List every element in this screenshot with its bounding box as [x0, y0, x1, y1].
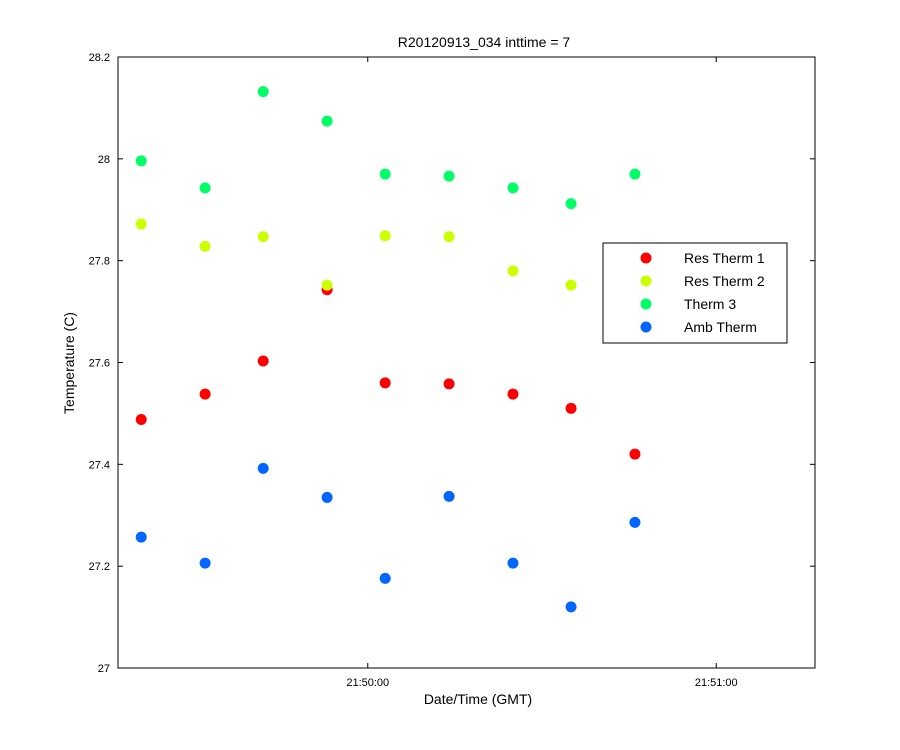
data-point: [199, 182, 211, 194]
data-point: [257, 355, 269, 367]
data-point: [379, 377, 391, 389]
data-point: [135, 218, 147, 230]
data-point: [443, 490, 455, 502]
chart-title: R20120913_034 inttime = 7: [398, 34, 571, 50]
data-point: [443, 170, 455, 182]
legend-marker: [640, 321, 652, 333]
x-axis: 21:50:00 21:51:00: [346, 57, 738, 689]
data-point: [321, 279, 333, 291]
data-point: [199, 240, 211, 252]
data-point: [507, 557, 519, 569]
legend-marker: [640, 298, 652, 310]
data-point: [257, 462, 269, 474]
legend-label: Amb Therm: [684, 319, 757, 335]
data-point: [321, 491, 333, 503]
data-point: [257, 86, 269, 98]
data-points: [135, 86, 641, 613]
data-point: [199, 557, 211, 569]
y-tick-label: 27.6: [89, 358, 110, 370]
data-point: [199, 388, 211, 400]
y-tick-label: 28: [98, 154, 110, 166]
x-tick-label: 21:51:00: [695, 677, 738, 689]
legend-label: Res Therm 1: [684, 250, 765, 266]
legend-marker: [640, 252, 652, 264]
x-axis-label: Date/Time (GMT): [424, 691, 532, 707]
data-point: [321, 115, 333, 127]
data-point: [135, 155, 147, 167]
y-axis: 27 27.2 27.4 27.6 27.8 28 28.2: [89, 52, 815, 675]
y-tick-label: 27: [98, 663, 110, 675]
data-point: [379, 168, 391, 180]
data-point: [629, 168, 641, 180]
legend-box: [602, 242, 788, 344]
data-point: [443, 378, 455, 390]
data-point: [565, 279, 577, 291]
y-tick-label: 27.8: [89, 256, 110, 268]
legend-marker: [640, 275, 652, 287]
data-point: [135, 414, 147, 426]
legend: Res Therm 1 Res Therm 2 Therm 3 Amb Therm: [602, 242, 788, 344]
data-point: [379, 230, 391, 242]
y-tick-label: 27.4: [89, 459, 110, 471]
data-point: [507, 388, 519, 400]
data-point: [565, 601, 577, 613]
data-point: [507, 265, 519, 277]
data-point: [629, 448, 641, 460]
legend-label: Res Therm 2: [684, 273, 765, 289]
x-tick-label: 21:50:00: [346, 677, 389, 689]
data-point: [565, 402, 577, 414]
data-point: [565, 198, 577, 210]
data-point: [507, 182, 519, 194]
legend-label: Therm 3: [684, 296, 736, 312]
data-point: [257, 231, 269, 243]
data-point: [443, 231, 455, 243]
data-point: [629, 516, 641, 528]
y-tick-label: 27.2: [89, 561, 110, 573]
y-tick-label: 28.2: [89, 52, 110, 64]
data-point: [379, 572, 391, 584]
y-axis-label: Temperature (C): [61, 312, 77, 414]
plot-area: [117, 56, 816, 669]
data-point: [135, 531, 147, 543]
